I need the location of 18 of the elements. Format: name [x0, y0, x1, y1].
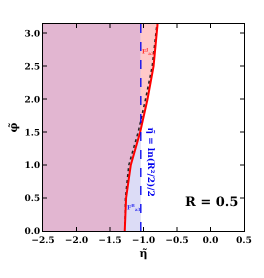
x-tick-label: 0.0: [202, 236, 218, 246]
y-axis-title: φ̃: [7, 122, 20, 132]
x-tick-label: −1.0: [132, 236, 156, 246]
x-tick-label: −2.5: [31, 236, 55, 246]
y-tick-label: 0.5: [24, 194, 40, 204]
x-tick-label: −0.5: [165, 236, 189, 246]
y-tick-label: 1.0: [24, 161, 40, 172]
x-tick-label: −1.5: [98, 236, 122, 246]
ref-line-label: η̃ = ln(R²/2)/2: [145, 127, 156, 197]
y-tick-label: 2.0: [24, 95, 40, 106]
y-tick-label: 2.5: [24, 62, 40, 72]
annotation: R = 0.5: [185, 195, 238, 210]
x-axis-title: η̃: [140, 247, 148, 260]
x-tick-label: 0.5: [236, 236, 252, 246]
y-tick-label: 3.0: [24, 29, 40, 40]
y-tick-label: 0.0: [24, 227, 40, 238]
y-tick-label: 1.5: [24, 128, 40, 138]
x-tick-label: −2.0: [64, 236, 88, 246]
